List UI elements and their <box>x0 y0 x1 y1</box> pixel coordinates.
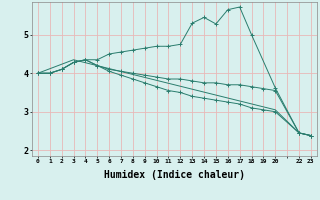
X-axis label: Humidex (Indice chaleur): Humidex (Indice chaleur) <box>104 170 245 180</box>
